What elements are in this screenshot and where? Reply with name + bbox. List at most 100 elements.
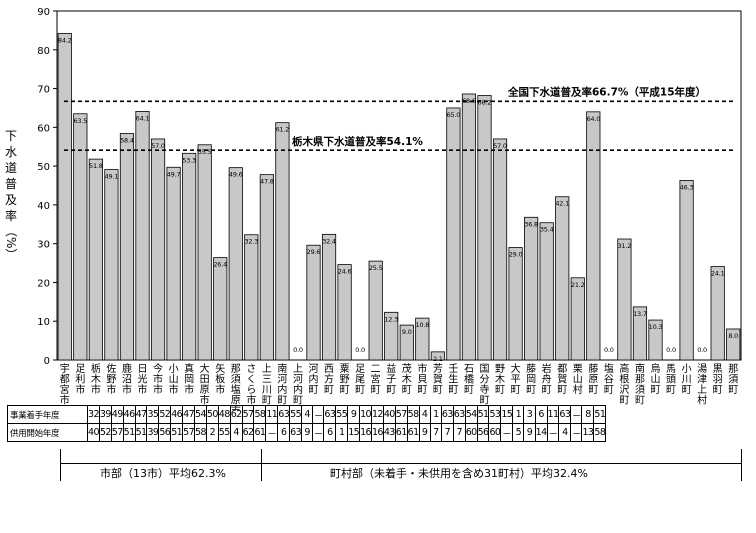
y-tick-label: 40 xyxy=(37,201,50,212)
year-table-cell: － xyxy=(570,405,583,424)
category-label: 町 xyxy=(417,385,427,396)
reference-lines: 全国下水道普及率66.7%（平成15年度） 栃木県下水道普及率54.1% xyxy=(64,85,736,152)
y-tick-label: 20 xyxy=(37,278,50,289)
category-label: ら xyxy=(246,384,256,396)
year-table-cell: 11 xyxy=(265,405,279,424)
year-table-cell: 53 xyxy=(488,405,502,424)
category-label: 町 xyxy=(713,385,723,396)
category-label: 都 xyxy=(60,374,70,386)
year-table-cell: 10 xyxy=(359,405,372,424)
category-label: 分 xyxy=(480,374,490,386)
bar xyxy=(399,324,414,361)
group-label-towns: 町村部（未着手・未供用を含め31町村）平均32.4% xyxy=(330,467,588,480)
category-label: 町 xyxy=(277,396,287,407)
year-table-cell: 11 xyxy=(546,405,560,424)
data-label: 63.5 xyxy=(73,117,87,125)
year-table-cell: 4 xyxy=(418,405,431,424)
y-axis-title: 下水道普及率 （%） xyxy=(4,128,18,260)
category-label: 光 xyxy=(138,373,148,386)
year-table-cell: 55 xyxy=(335,405,349,424)
data-label: 35.4 xyxy=(540,226,554,234)
data-label: 58.4 xyxy=(120,137,134,145)
category-label: 佐 xyxy=(106,363,116,375)
y-tick-label: 0 xyxy=(44,356,50,367)
bar xyxy=(119,133,135,361)
year-table-cell: 47 xyxy=(134,405,148,424)
category-label: 烏 xyxy=(651,362,661,375)
bar xyxy=(648,319,663,361)
category-label: 栃 xyxy=(91,362,101,375)
data-label: 0.0 xyxy=(355,346,365,354)
year-table-cell: 9 xyxy=(418,423,431,442)
y-axis-title-char: 率 xyxy=(4,209,17,223)
category-label: 岡 xyxy=(526,374,536,386)
category-label: 壬 xyxy=(448,363,458,375)
category-label: 真 xyxy=(184,362,194,375)
category-label: 町 xyxy=(402,385,412,396)
category-label: 鹿 xyxy=(122,362,132,375)
data-label: 68.2 xyxy=(478,99,492,107)
year-table-cell: 39 xyxy=(146,423,160,442)
category-label: 町 xyxy=(728,385,738,396)
year-table-cell: 35 xyxy=(146,405,160,424)
year-table-cell: 51 xyxy=(476,405,490,424)
category-label: 町 xyxy=(355,385,365,396)
category-label: 山 xyxy=(651,374,661,386)
bar xyxy=(586,111,601,361)
year-table-cell: 51 xyxy=(593,405,607,424)
bar xyxy=(135,111,150,361)
category-label: 町 xyxy=(526,385,536,396)
category-label: 市 xyxy=(246,394,256,407)
category-label: 南 xyxy=(277,362,287,375)
category-label: 町 xyxy=(619,396,629,407)
category-label: 町 xyxy=(635,396,645,407)
bar xyxy=(570,277,585,361)
category-label: 根 xyxy=(619,373,629,386)
category-label: 市 xyxy=(153,383,163,396)
bar xyxy=(539,222,554,361)
bar xyxy=(726,328,741,361)
category-label: 町 xyxy=(262,396,272,407)
bar xyxy=(213,257,228,361)
year-table-cell: 58 xyxy=(194,423,207,442)
year-table-cell: － xyxy=(570,423,583,442)
year-table-cell: 63 xyxy=(440,405,454,424)
year-table-cell: 46 xyxy=(170,405,184,424)
year-table-cell: 5 xyxy=(512,423,525,442)
bar xyxy=(275,122,290,361)
category-label: 上 xyxy=(293,363,303,375)
category-label: 原 xyxy=(200,384,210,396)
data-label: 26.4 xyxy=(213,261,227,269)
year-table-cell: 14 xyxy=(534,423,548,442)
category-label: 市 xyxy=(169,383,179,396)
category-label: 町 xyxy=(448,385,458,396)
year-table-cell: 58 xyxy=(406,405,420,424)
year-table-cell: 58 xyxy=(253,405,267,424)
year-table-cell: 56 xyxy=(158,423,172,442)
bar xyxy=(477,95,492,361)
category-label: 野 xyxy=(106,374,116,386)
category-label: 町 xyxy=(340,385,350,396)
data-label: 0.0 xyxy=(293,346,303,354)
group-line-cities xyxy=(60,463,261,464)
bar xyxy=(88,158,103,361)
category-label: 平 xyxy=(511,375,521,386)
category-label: 市 xyxy=(60,394,70,407)
year-table-cell: － xyxy=(546,423,560,442)
year-table-cell: 49 xyxy=(110,405,124,424)
year-table-cell: 4 xyxy=(301,405,314,424)
data-label: 53.3 xyxy=(182,156,196,164)
year-table-cell: 9 xyxy=(301,423,314,442)
category-label: 町 xyxy=(433,385,443,396)
year-table-row: 供用開始年度 40 52 57 51 51 39 56 51 57 58 2 55 4 62 61 － 6 63 9 －… xyxy=(7,423,607,442)
year-table-cell: 51 xyxy=(170,423,184,442)
data-label: 21.2 xyxy=(571,281,585,289)
data-label: 68.6 xyxy=(462,97,476,105)
bar xyxy=(679,180,694,361)
category-label: 市 xyxy=(200,394,210,407)
data-label: 0.0 xyxy=(604,346,614,354)
data-label: 61.2 xyxy=(276,126,290,134)
year-table-cell: 1 xyxy=(429,405,442,424)
data-label: 10.3 xyxy=(649,323,663,331)
data-label: 57.0 xyxy=(151,142,165,150)
